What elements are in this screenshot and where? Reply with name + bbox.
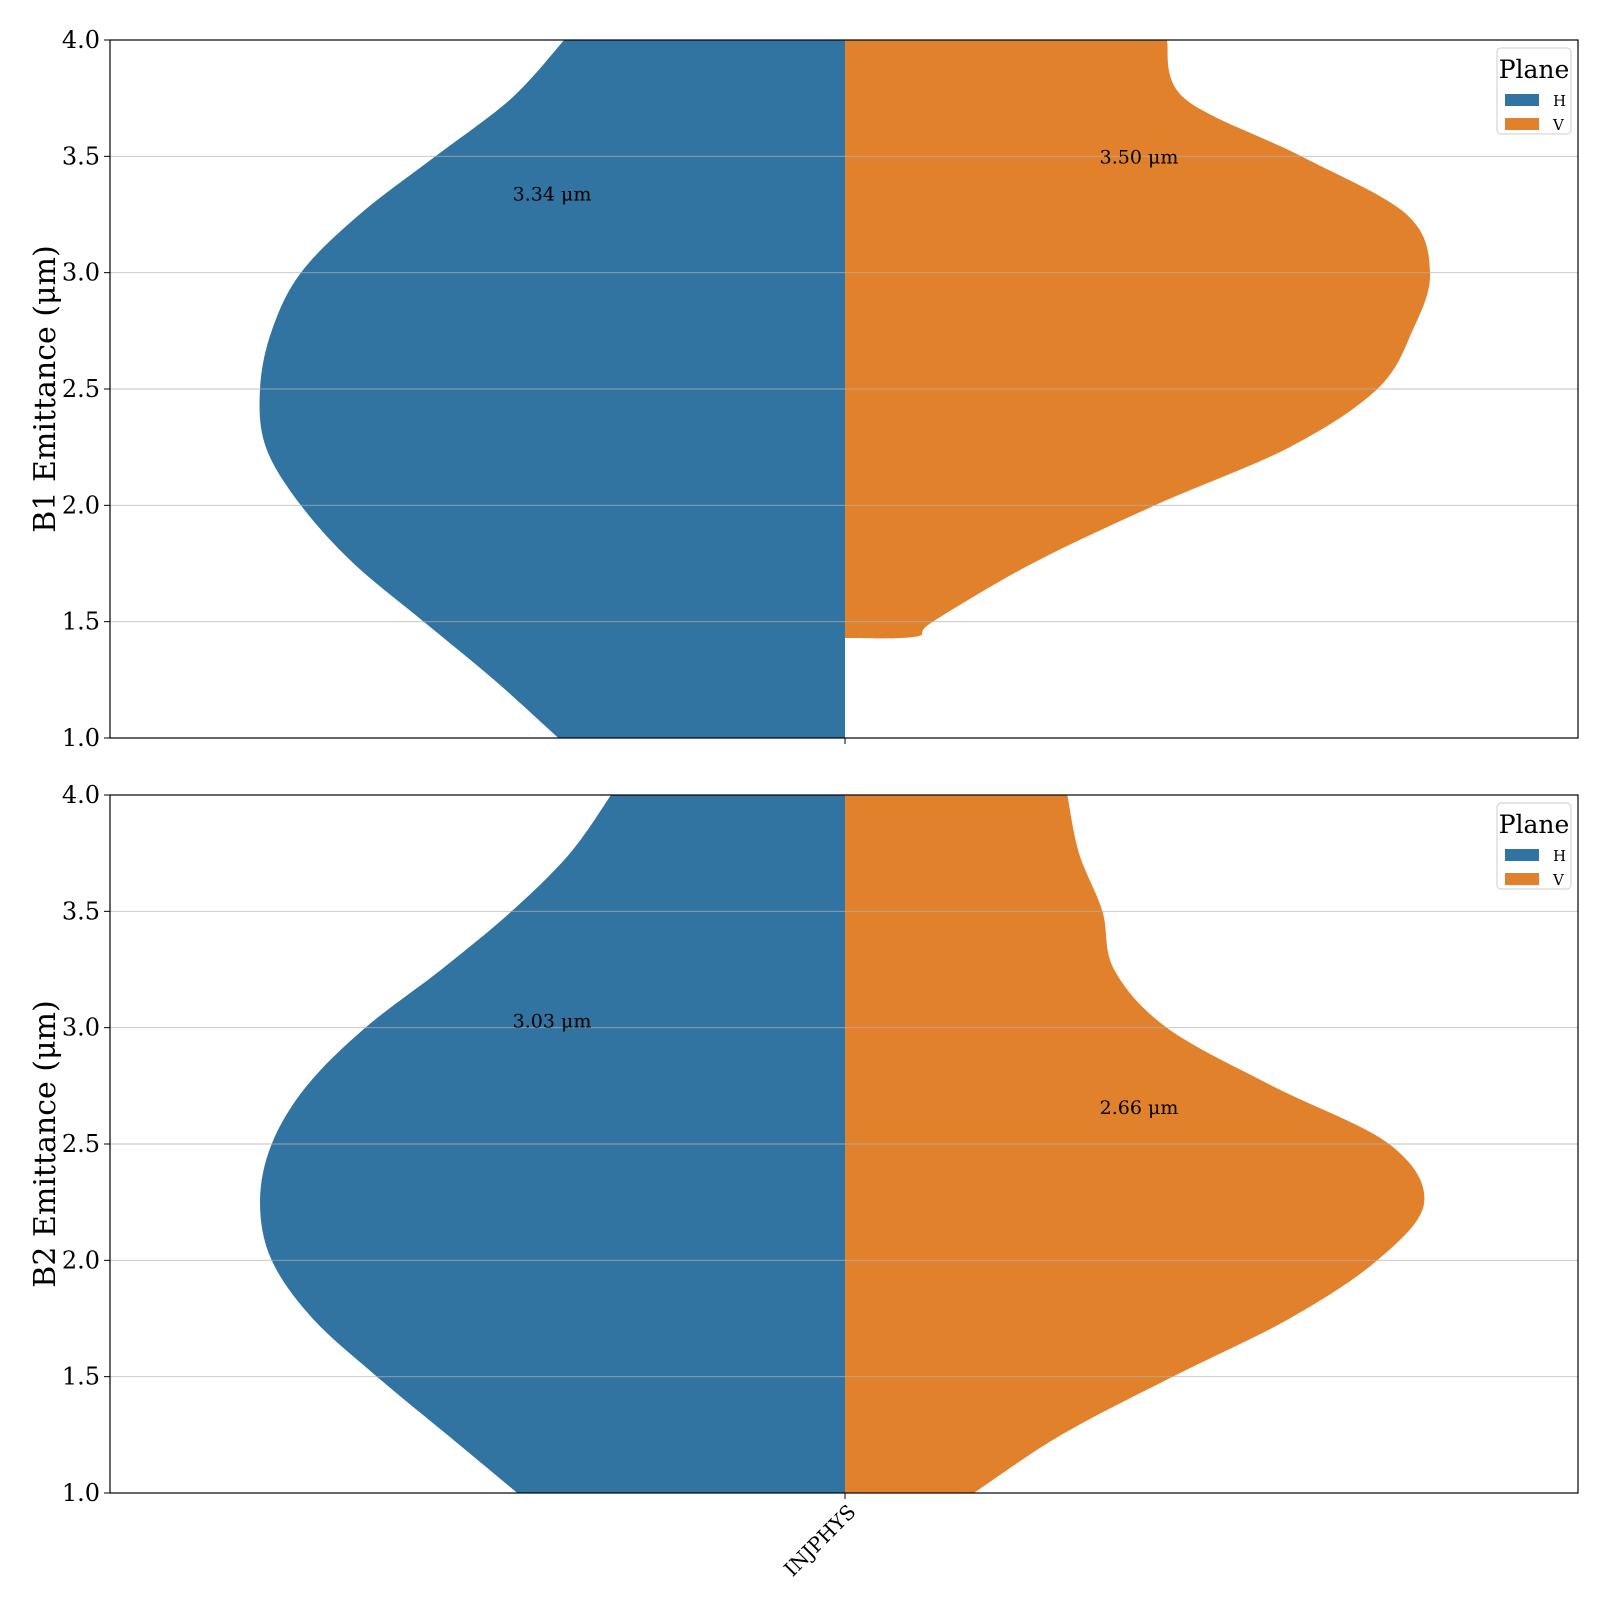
y-tick-label: 1.5 xyxy=(62,608,100,636)
legend: Plane HV xyxy=(1496,47,1572,135)
x-tick-label: INJPHYS xyxy=(779,1500,860,1581)
y-tick-label: 3.0 xyxy=(62,259,100,287)
y-tick-label: 2.0 xyxy=(62,1246,100,1274)
panel-1: 1.0 1.5 2.0 2.5 3.0 3.5 4.0 B1 Emittance (μm) 3.… xyxy=(28,26,1579,752)
y-axis-label: B2 Emittance (μm) xyxy=(28,1000,63,1287)
y-tick-label: 3.5 xyxy=(62,897,100,925)
y-tick-label: 1.0 xyxy=(62,724,100,752)
y-tick-label: 2.5 xyxy=(62,375,100,403)
y-tick-label: 4.0 xyxy=(62,26,100,54)
legend: Plane HV xyxy=(1496,802,1572,890)
annotation-h-panel-1: 3.34 μm xyxy=(513,184,592,206)
y-tick-label: 3.0 xyxy=(62,1014,100,1042)
legend-swatch-v xyxy=(1505,118,1539,130)
legend-title: Plane xyxy=(1499,55,1570,84)
legend-title: Plane xyxy=(1499,810,1570,839)
legend-label-v: V xyxy=(1552,116,1565,134)
legend-swatch-v xyxy=(1505,873,1539,885)
panel-2: 1.0 1.5 2.0 2.5 3.0 3.5 4.0 B2 Emittance (μm) 3.… xyxy=(28,781,1579,1581)
legend-label-h: H xyxy=(1553,92,1566,110)
y-tick-label: 3.5 xyxy=(62,142,100,170)
legend-frame xyxy=(1496,47,1572,135)
legend-frame xyxy=(1496,802,1572,890)
y-tick-label: 2.5 xyxy=(62,1130,100,1158)
y-tick-label: 1.5 xyxy=(62,1363,100,1391)
violin-v-panel-1 xyxy=(845,40,1431,639)
annotation-v-panel-1: 3.50 μm xyxy=(1100,146,1179,168)
annotation-v-panel-2: 2.66 μm xyxy=(1100,1097,1179,1119)
y-tick-label: 4.0 xyxy=(62,781,100,809)
y-tick-label: 2.0 xyxy=(62,491,100,519)
legend-swatch-h xyxy=(1505,94,1539,106)
annotation-h-panel-2: 3.03 μm xyxy=(513,1011,592,1033)
y-axis-label: B1 Emittance (μm) xyxy=(28,245,63,532)
legend-label-h: H xyxy=(1553,847,1566,865)
y-tick-label: 1.0 xyxy=(62,1479,100,1507)
legend-swatch-h xyxy=(1505,849,1539,861)
legend-label-v: V xyxy=(1552,871,1565,889)
